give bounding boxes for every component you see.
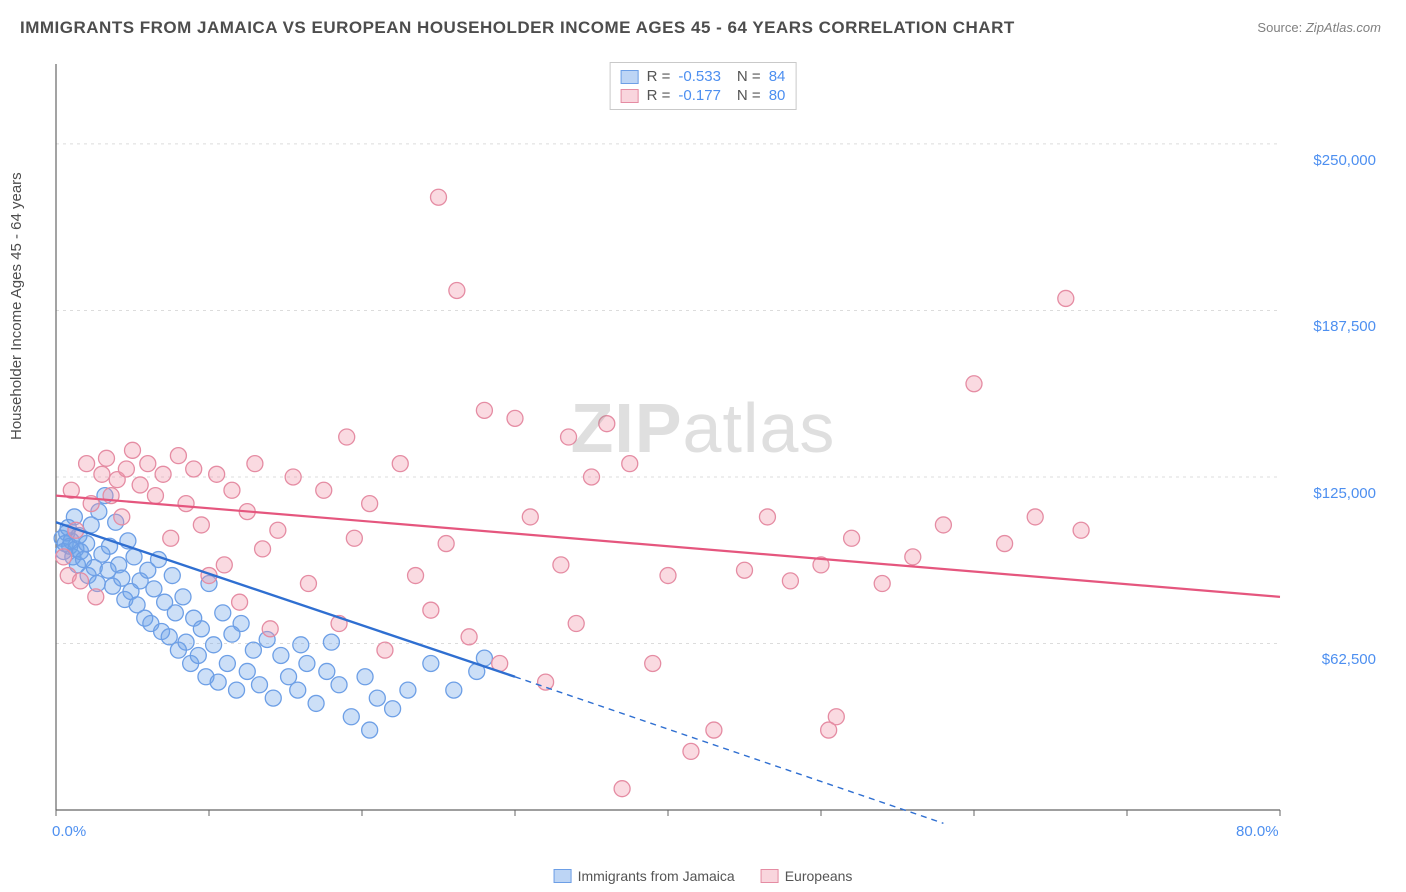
source-attribution: Source: ZipAtlas.com	[1257, 20, 1381, 35]
source-value: ZipAtlas.com	[1306, 20, 1381, 35]
source-label: Source:	[1257, 20, 1302, 35]
n-label: N =	[737, 68, 761, 85]
x-tick-label: 80.0%	[1236, 823, 1279, 840]
watermark-rest: atlas	[683, 389, 836, 467]
n-label: N =	[737, 87, 761, 104]
y-tick-label: $125,000	[1313, 485, 1376, 502]
x-tick-label: 0.0%	[52, 823, 86, 840]
n-value-european: 80	[769, 87, 786, 104]
legend-label-european: Europeans	[785, 868, 853, 884]
legend-row-european: R = -0.177 N = 80	[621, 86, 786, 105]
chart-title: IMMIGRANTS FROM JAMAICA VS EUROPEAN HOUS…	[20, 18, 1015, 38]
legend-label-jamaica: Immigrants from Jamaica	[578, 868, 735, 884]
series-legend: Immigrants from Jamaica Europeans	[554, 868, 853, 884]
y-tick-label: $250,000	[1313, 152, 1376, 169]
y-tick-label: $62,500	[1322, 651, 1376, 668]
r-value-jamaica: -0.533	[678, 68, 721, 85]
watermark-bold: ZIP	[571, 389, 683, 467]
watermark: ZIPatlas	[571, 388, 836, 468]
n-value-jamaica: 84	[769, 68, 786, 85]
r-value-european: -0.177	[678, 87, 721, 104]
r-label: R =	[647, 68, 671, 85]
y-axis-label: Householder Income Ages 45 - 64 years	[8, 172, 25, 440]
swatch-blue-icon	[621, 70, 639, 84]
legend-row-jamaica: R = -0.533 N = 84	[621, 67, 786, 86]
legend-item-jamaica: Immigrants from Jamaica	[554, 868, 735, 884]
r-label: R =	[647, 87, 671, 104]
y-tick-label: $187,500	[1313, 318, 1376, 335]
swatch-pink-icon	[621, 89, 639, 103]
swatch-pink-icon	[761, 869, 779, 883]
correlation-legend: R = -0.533 N = 84 R = -0.177 N = 80	[610, 62, 797, 110]
legend-item-european: Europeans	[761, 868, 853, 884]
swatch-blue-icon	[554, 869, 572, 883]
